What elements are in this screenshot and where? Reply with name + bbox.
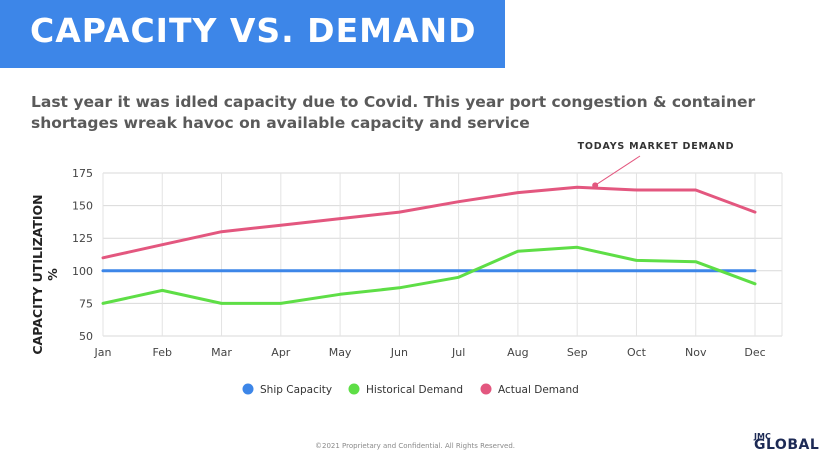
x-tick-label: Jul [451,346,465,359]
legend-label: Actual Demand [498,384,579,396]
x-tick-label: Nov [685,346,707,359]
y-axis-label: CAPACITY UTILIZATION% [30,194,60,354]
x-tick-label: May [329,346,352,359]
x-tick-label: Sep [567,346,588,359]
logo-text-main: GLOBAL [754,437,820,453]
annotation-marker [592,182,599,189]
annotation-label: TODAYS MARKET DEMAND [578,141,735,152]
y-tick-label: 100 [72,265,93,278]
x-tick-label: Oct [627,346,647,359]
y-tick-label: 125 [72,232,93,245]
x-tick-label: Dec [744,346,765,359]
legend-label: Ship Capacity [260,384,332,396]
page-title: CAPACITY VS. DEMAND [30,11,477,50]
x-tick-label: Feb [153,346,172,359]
y-tick-label: 50 [79,330,93,343]
x-tick-label: Jun [390,346,408,359]
annotation-leader-line [594,155,641,186]
legend-swatch [242,383,254,395]
y-tick-label: 75 [79,297,93,310]
x-tick-label: Apr [271,346,291,359]
actual-demand-line [101,185,757,260]
page-subtitle: Last year it was idled capacity due to C… [31,93,756,132]
title-banner: CAPACITY VS. DEMAND [0,0,505,68]
copyright-footer: ©2021 Proprietary and Confidential. All … [315,442,515,450]
x-tick-label: Aug [507,346,528,359]
company-logo: JMC GLOBAL [754,432,824,458]
x-tick-label: Mar [211,346,232,359]
y-tick-label: 175 [72,167,93,180]
legend-label: Historical Demand [366,384,463,396]
logo-text-top: JMC [754,432,771,441]
legend-swatch [348,383,360,395]
legend-swatch [480,383,492,395]
y-tick-label: 150 [72,200,93,213]
historical-demand-line [101,245,757,305]
x-tick-label: Jan [94,346,112,359]
